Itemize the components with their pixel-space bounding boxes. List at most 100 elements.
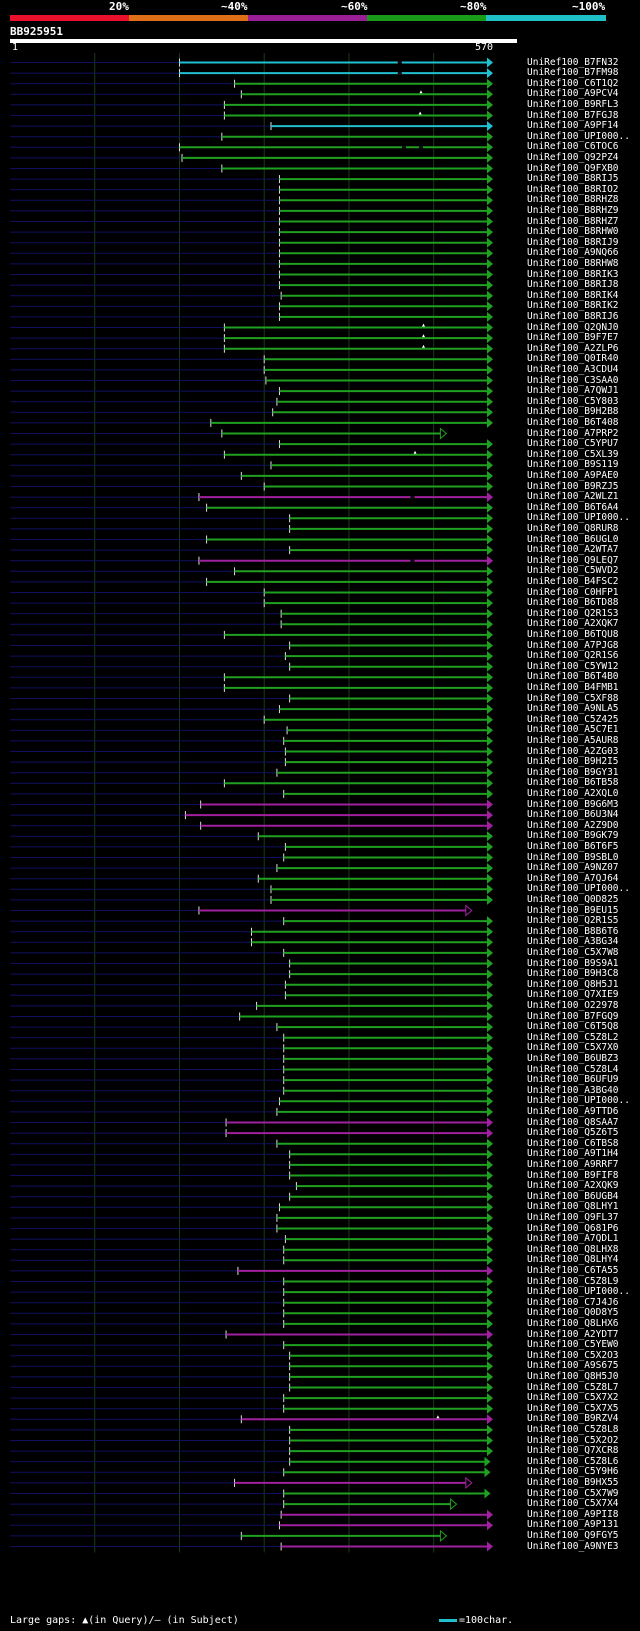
hit-row[interactable] [10, 682, 493, 693]
hit-row[interactable] [10, 1000, 493, 1011]
hit-row[interactable] [10, 555, 493, 566]
hit-label[interactable]: UniRef100_A2ZG03 [527, 745, 619, 757]
hit-label[interactable]: UniRef100_B6UBZ3 [527, 1052, 619, 1064]
hit-label[interactable]: UniRef100_C5X2O3 [527, 1349, 619, 1361]
hit-row[interactable] [10, 301, 493, 312]
hit-row[interactable] [10, 534, 493, 545]
hit-row[interactable] [10, 916, 493, 927]
hit-label[interactable]: UniRef100_UPI000.. [527, 883, 630, 895]
hit-label[interactable]: UniRef100_B8RHZ9 [527, 204, 619, 216]
hit-row[interactable] [10, 290, 493, 301]
hit-row[interactable] [10, 884, 493, 895]
hit-label[interactable]: UniRef100_B8RIJ8 [527, 279, 619, 291]
hit-label[interactable]: UniRef100_Q7XCR8 [527, 1445, 619, 1457]
hit-row[interactable] [10, 407, 493, 418]
hit-row[interactable] [10, 354, 493, 365]
hit-label[interactable]: UniRef100_B8RHW8 [527, 257, 619, 269]
hit-row[interactable] [10, 1106, 493, 1117]
hit-label[interactable]: UniRef100_B8RHZ7 [527, 215, 619, 227]
hit-label[interactable]: UniRef100_Q8H5J0 [527, 1370, 619, 1382]
hit-label[interactable]: UniRef100_B9GY31 [527, 766, 619, 778]
hit-label[interactable]: UniRef100_A9S675 [527, 1360, 619, 1372]
hit-row[interactable] [10, 1085, 493, 1096]
hit-row[interactable] [10, 778, 493, 789]
hit-row[interactable] [10, 873, 493, 884]
hit-label[interactable]: UniRef100_C5Z8L9 [527, 1275, 619, 1287]
hit-row[interactable] [10, 863, 493, 874]
hit-row[interactable] [10, 1053, 493, 1064]
hit-label[interactable]: UniRef100_Q0D8Y5 [527, 1307, 619, 1319]
hit-label[interactable]: UniRef100_B9RFL3 [527, 98, 619, 110]
hit-label[interactable]: UniRef100_B9EU15 [527, 904, 619, 916]
hit-row[interactable] [10, 1128, 493, 1139]
hit-label[interactable]: UniRef100_B9H3C8 [527, 968, 619, 980]
hit-row[interactable] [10, 1297, 493, 1308]
hit-row[interactable] [10, 926, 493, 937]
hit-row[interactable] [10, 1414, 493, 1425]
hit-label[interactable]: UniRef100_B9SBL0 [527, 851, 619, 863]
hit-row[interactable] [10, 1223, 493, 1234]
hit-row[interactable] [10, 333, 493, 344]
hit-row[interactable] [10, 1424, 493, 1435]
hit-row[interactable] [10, 672, 493, 683]
hit-row[interactable] [10, 142, 493, 153]
hit-label[interactable]: UniRef100_B9RZV4 [527, 1413, 619, 1425]
hit-row[interactable] [10, 714, 493, 725]
hit-label[interactable]: UniRef100_Q2R1S5 [527, 915, 619, 927]
hit-label[interactable]: UniRef100_C6T5Q8 [527, 1021, 619, 1033]
hit-label[interactable]: UniRef100_B6T6F5 [527, 840, 619, 852]
hit-label[interactable]: UniRef100_Q7XIE9 [527, 989, 619, 1001]
hit-row[interactable] [10, 1011, 493, 1022]
hit-row[interactable] [10, 587, 493, 598]
hit-row[interactable] [10, 904, 473, 917]
hit-label[interactable]: UniRef100_Q8LHY1 [527, 1201, 619, 1213]
hit-label[interactable]: UniRef100_Q2R1S3 [527, 607, 619, 619]
hit-row[interactable] [10, 280, 493, 291]
hit-label[interactable]: UniRef100_C5XL39 [527, 448, 619, 460]
hit-label[interactable]: UniRef100_Q8H5J1 [527, 978, 619, 990]
hit-label[interactable]: UniRef100_C5X7W8 [527, 946, 619, 958]
hit-label[interactable]: UniRef100_Q9FXB0 [527, 162, 619, 174]
hit-row[interactable] [10, 937, 493, 948]
hit-row[interactable] [10, 1191, 493, 1202]
hit-label[interactable]: UniRef100_A9TTD6 [527, 1105, 619, 1117]
hit-label[interactable]: UniRef100_A3BG40 [527, 1084, 619, 1096]
hit-label[interactable]: UniRef100_B8RIJ6 [527, 310, 619, 322]
hit-label[interactable]: UniRef100_C3SAA0 [527, 374, 619, 386]
hit-label[interactable]: UniRef100_C5YEW0 [527, 1339, 619, 1351]
hit-row[interactable] [10, 89, 493, 100]
hit-row[interactable] [10, 322, 493, 333]
hit-label[interactable]: UniRef100_C5XF88 [527, 692, 619, 704]
hit-row[interactable] [10, 1149, 493, 1160]
hit-label[interactable]: UniRef100_A9NYE3 [527, 1540, 619, 1552]
hit-label[interactable]: UniRef100_Q9LEQ7 [527, 554, 619, 566]
hit-label[interactable]: UniRef100_Q92PZ4 [527, 151, 619, 163]
hit-label[interactable]: UniRef100_Q9FL37 [527, 1211, 619, 1223]
hit-label[interactable]: UniRef100_A2Z9D0 [527, 819, 619, 831]
hit-label[interactable]: UniRef100_C5X7X5 [527, 1402, 619, 1414]
hit-row[interactable] [10, 237, 493, 248]
hit-label[interactable]: UniRef100_B9HX55 [527, 1476, 619, 1488]
hit-row[interactable] [10, 523, 493, 534]
hit-row[interactable] [10, 68, 493, 79]
hit-row[interactable] [10, 1138, 493, 1149]
hit-label[interactable]: UniRef100_C6T1Q2 [527, 77, 619, 89]
hit-label[interactable]: UniRef100_A5AUR8 [527, 734, 619, 746]
hit-label[interactable]: UniRef100_B4FMB1 [527, 681, 619, 693]
hit-row[interactable] [10, 1032, 493, 1043]
hit-row[interactable] [10, 1350, 493, 1361]
hit-label[interactable]: UniRef100_A7PRP2 [527, 427, 619, 439]
hit-label[interactable]: UniRef100_Q8RUR8 [527, 522, 619, 534]
hit-row[interactable] [10, 1244, 493, 1255]
hit-row[interactable] [10, 651, 493, 662]
hit-label[interactable]: UniRef100_B6T4B0 [527, 671, 619, 683]
hit-row[interactable] [10, 810, 493, 821]
hit-row[interactable] [10, 439, 493, 450]
hit-label[interactable]: UniRef100_C6TA55 [527, 1264, 619, 1276]
hit-label[interactable]: UniRef100_B8RIK4 [527, 289, 619, 301]
hit-label[interactable]: UniRef100_C5Z8L8 [527, 1423, 619, 1435]
hit-row[interactable] [10, 396, 493, 407]
hit-row[interactable] [10, 852, 493, 863]
hit-label[interactable]: UniRef100_C5Z8L4 [527, 1063, 619, 1075]
hit-row[interactable] [10, 1498, 458, 1511]
